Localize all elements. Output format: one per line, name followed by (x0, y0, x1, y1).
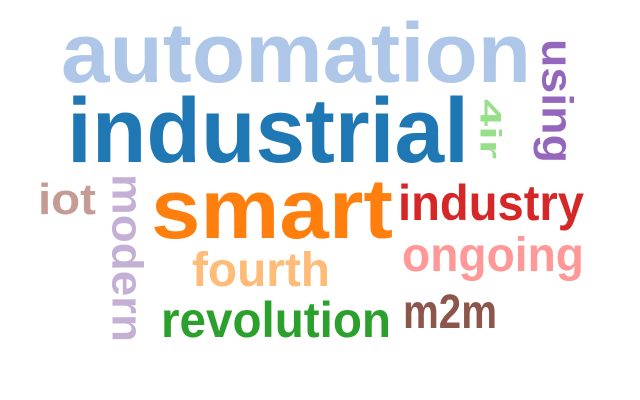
word-fourth: fourth (192, 244, 330, 297)
word-iot: iot (38, 175, 96, 224)
word-smart: smart (151, 162, 393, 256)
word-industry: industry (398, 175, 584, 231)
word-modern: modern (103, 174, 152, 342)
word-automation: automation (61, 6, 531, 100)
word-revolution: revolution (161, 292, 391, 348)
word-4ir: 4ir (474, 99, 507, 160)
word-ongoing: ongoing (402, 229, 584, 282)
word-m2m: m2m (403, 286, 497, 339)
word-using: using (533, 39, 582, 163)
word-industrial: industrial (67, 80, 469, 182)
